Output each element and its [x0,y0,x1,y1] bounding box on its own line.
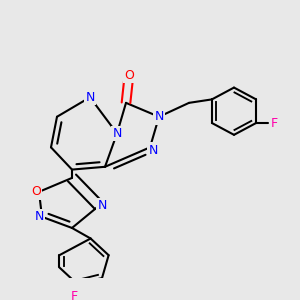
Text: F: F [71,290,78,300]
Text: N: N [97,199,107,212]
Text: F: F [271,116,278,130]
Text: N: N [112,127,122,140]
Text: O: O [124,69,134,82]
Text: N: N [154,110,164,123]
Text: N: N [148,144,158,157]
Text: N: N [85,91,95,104]
Text: O: O [31,185,41,198]
Text: N: N [34,210,44,223]
